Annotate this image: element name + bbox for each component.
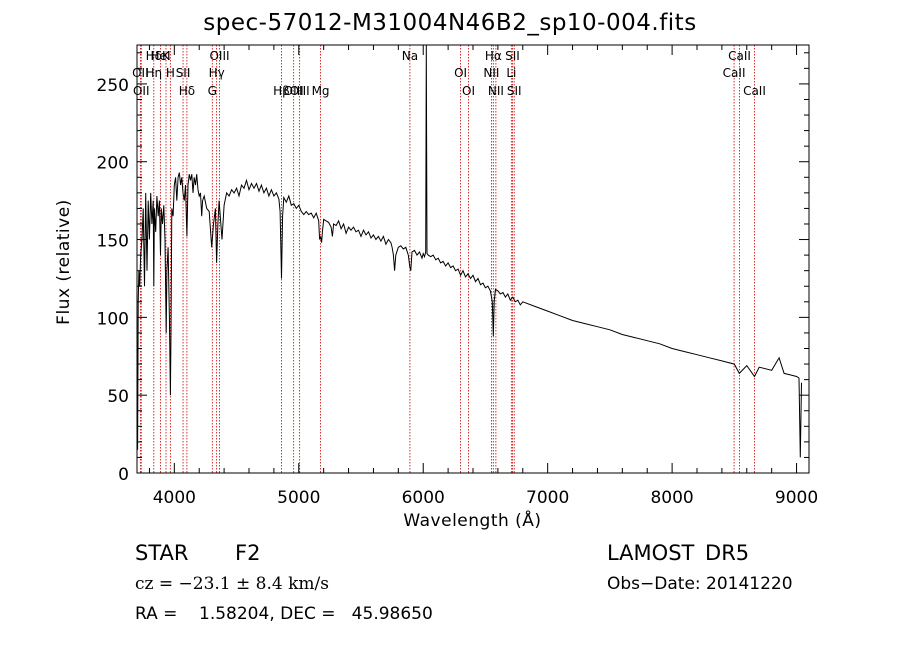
x-tick-label: 6000 [402, 488, 445, 508]
x-tick-label: 9000 [775, 488, 818, 508]
line-label-25: CaII [728, 49, 751, 63]
line-label-7: SII [176, 66, 191, 80]
observation-date: Obs−Date: 20141220 [607, 574, 793, 594]
coordinates: RA = 1.58204, DEC = 45.98650 [135, 604, 433, 624]
line-label-11: G [208, 84, 217, 98]
line-label-19: Hα [485, 49, 502, 63]
x-tick-label: 8000 [650, 488, 693, 508]
line-label-13: OIII [284, 84, 304, 98]
line-label-9: OIII [209, 49, 229, 63]
line-markers [139, 45, 755, 473]
line-label-10: Hγ [209, 66, 225, 80]
plot-frame [136, 44, 810, 474]
y-tick-label: 100 [97, 309, 129, 329]
x-tick-label: 5000 [277, 488, 320, 508]
y-tick-label: 150 [97, 232, 129, 252]
x-axis-label: Wavelength (Å) [403, 511, 542, 531]
line-label-12: OIII [290, 84, 310, 98]
y-tick-label: 0 [118, 465, 129, 485]
object-class: STAR [135, 541, 189, 565]
x-tick-label: 7000 [526, 488, 569, 508]
line-label-3: Hη [145, 66, 162, 80]
y-tick-label: 50 [107, 387, 129, 407]
line-label-6: H [166, 66, 175, 80]
x-axis-ticks: 4000 5000 6000 7000 8000 9000 [148, 45, 818, 508]
line-label-23: Li [506, 66, 516, 80]
line-label-27: CaII [743, 84, 766, 98]
line-label-16: Na [402, 49, 418, 63]
redshift-velocity: cz = −23.1 ± 8.4 km/s [135, 574, 329, 594]
line-label-0: Hδ [146, 49, 162, 63]
line-label-4: K [162, 49, 171, 63]
line-label-24: SII [507, 84, 522, 98]
line-label-14: Hβ [273, 84, 290, 98]
line-label-22: SII [505, 49, 520, 63]
line-label-18: OI [462, 84, 475, 98]
line-label-1: OII [132, 66, 149, 80]
line-label-8: Hδ [179, 84, 195, 98]
line-label-26: CaII [723, 66, 746, 80]
x-tick-label: 4000 [153, 488, 196, 508]
line-label-2: OII [133, 84, 150, 98]
line-label-5: HeI [151, 49, 171, 63]
y-axis-label: Flux (relative) [54, 199, 74, 325]
line-label-20: NII [483, 66, 499, 80]
y-tick-label: 200 [97, 154, 129, 174]
line-label-15: Mg [312, 84, 330, 98]
y-axis-ticks: 0 50 100 150 200 250 [97, 52, 809, 485]
line-label-21: NII [488, 84, 504, 98]
line-label-17: OI [454, 66, 467, 80]
y-tick-label: 250 [97, 76, 129, 96]
object-subclass: F2 [235, 541, 261, 565]
spectrum-line [137, 44, 802, 458]
survey-name: LAMOST DR5 [607, 541, 750, 565]
chart-title: spec-57012-M31004N46B2_sp10-004.fits [203, 10, 697, 36]
